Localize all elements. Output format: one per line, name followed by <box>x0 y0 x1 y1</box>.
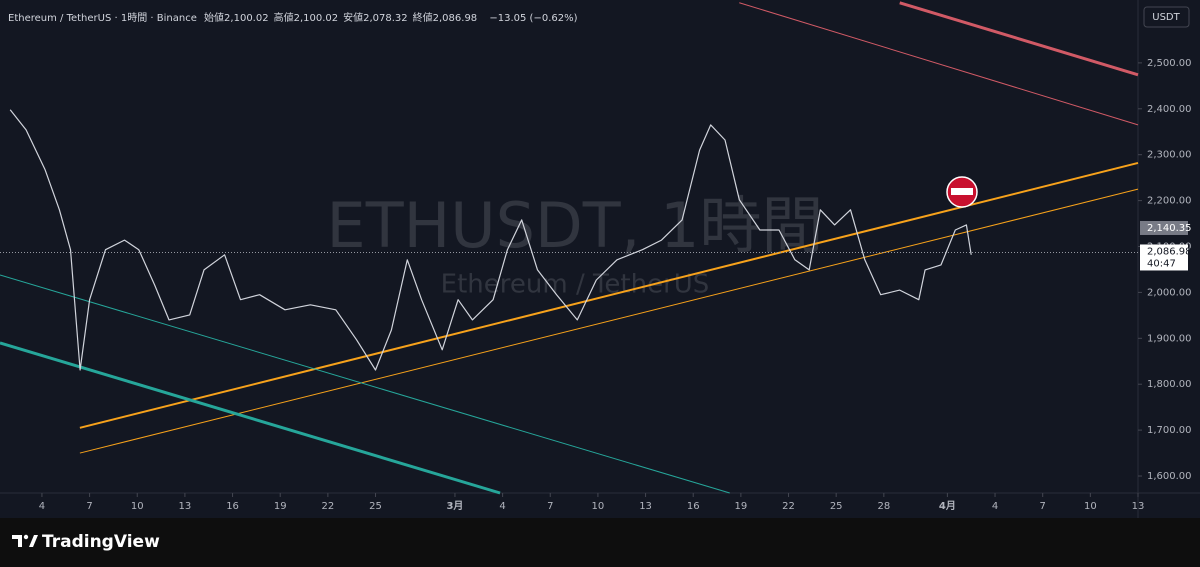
ohlc-label: 高値 <box>273 13 294 24</box>
symbol-line: Ethereum / TetherUS · 1時間 · Binance <box>8 13 197 24</box>
ohlc-label: 始値 <box>204 13 225 24</box>
x-tick-label: 10 <box>1084 501 1097 512</box>
x-tick-label: 22 <box>321 501 334 512</box>
x-tick-label: 25 <box>830 501 843 512</box>
logo-mark <box>29 535 38 547</box>
currency-label: USDT <box>1152 12 1180 23</box>
x-tick-label: 19 <box>735 501 748 512</box>
ohlc-label: 終値 <box>412 13 433 24</box>
y-tick-label: 1,700.00 <box>1147 425 1192 436</box>
prev-price-badge <box>1140 220 1188 235</box>
y-tick-label: 1,800.00 <box>1147 379 1192 390</box>
last-price-label: 2,086.98 <box>1147 246 1192 257</box>
x-tick-label: 7 <box>1040 501 1046 512</box>
x-tick-label: 4月 <box>939 500 956 512</box>
y-tick-label: 1,600.00 <box>1147 471 1192 482</box>
y-tick-label: 2,000.00 <box>1147 287 1192 298</box>
x-tick-label: 10 <box>592 501 605 512</box>
countdown: 40:47 <box>1147 258 1176 269</box>
x-tick-label: 3月 <box>446 500 463 512</box>
brand-name: TradingView <box>42 532 160 552</box>
alert-icon-bar <box>951 188 973 195</box>
x-tick-label: 28 <box>877 501 890 512</box>
x-tick-label: 4 <box>39 501 45 512</box>
x-tick-label: 7 <box>86 501 92 512</box>
x-tick-label: 7 <box>547 501 553 512</box>
y-tick-label: 2,200.00 <box>1147 196 1192 207</box>
y-tick-label: 2,500.00 <box>1147 58 1192 69</box>
ohlc-value: 2,100.02 <box>293 13 339 24</box>
ohlc-value: 2,086.98 <box>432 13 478 24</box>
y-tick-label: 2,300.00 <box>1147 150 1192 161</box>
x-tick-label: 13 <box>639 501 652 512</box>
currency-button[interactable] <box>1143 6 1190 28</box>
y-tick-label: 1,900.00 <box>1147 333 1192 344</box>
trendline <box>79 188 1139 454</box>
logo-mark <box>23 534 29 540</box>
ohlc-label: 安値 <box>343 13 364 24</box>
x-tick-label: 16 <box>687 501 700 512</box>
trendline <box>0 274 730 494</box>
x-tick-label: 10 <box>131 501 144 512</box>
last-price-badge <box>1140 244 1188 271</box>
x-tick-label: 19 <box>274 501 287 512</box>
trendline <box>739 2 1139 126</box>
ohlc-value: 2,078.32 <box>363 13 408 24</box>
y-tick-label: 2,400.00 <box>1147 104 1192 115</box>
x-tick-label: 13 <box>1132 501 1145 512</box>
x-tick-label: 13 <box>179 501 192 512</box>
x-tick-label: 16 <box>226 501 239 512</box>
brand-logo <box>12 534 38 547</box>
trendline <box>0 341 501 495</box>
x-tick-label: 4 <box>992 501 998 512</box>
x-tick-label: 22 <box>782 501 795 512</box>
watermark: ETHUSDT, 1時間 <box>327 189 824 262</box>
time-axis <box>0 493 1138 518</box>
ohlc-value: 2,100.02 <box>224 13 269 24</box>
prev-price-label: 2,140.35 <box>1147 223 1192 234</box>
x-tick-label: 25 <box>369 501 382 512</box>
trendline <box>899 1 1139 77</box>
logo-mark <box>12 535 22 547</box>
price-line <box>9 109 972 371</box>
change: −13.05 (−0.62%) <box>489 13 578 24</box>
watermark-sub: Ethereum / TetherUS <box>441 270 710 300</box>
legend-header: Ethereum / TetherUS · 1時間 · Binance 始値2,… <box>8 9 582 24</box>
ohlc: 始値2,100.02 高値2,100.02 安値2,078.32 終値2,086.98 <box>204 13 482 24</box>
x-tick-label: 4 <box>499 501 505 512</box>
